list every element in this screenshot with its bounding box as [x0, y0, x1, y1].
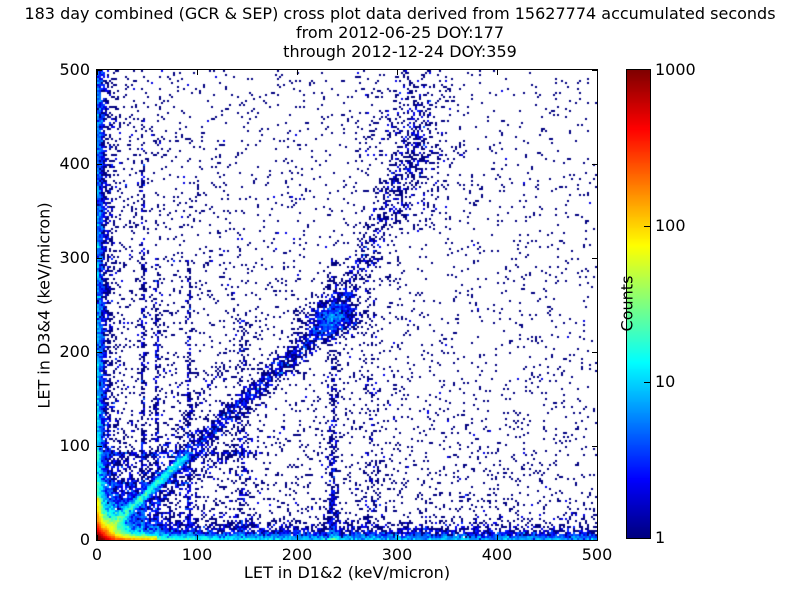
- chart-title: 183 day combined (GCR & SEP) cross plot …: [0, 4, 800, 61]
- x-tick-label: 500: [581, 545, 613, 564]
- y-tick-label: 100: [59, 436, 90, 455]
- y-tick-label: 200: [59, 342, 90, 361]
- y-tick-label: 500: [59, 60, 90, 79]
- tick-mark: [592, 352, 597, 353]
- tick-mark: [297, 535, 298, 540]
- colorbar-tick-label: 10: [655, 372, 676, 391]
- colorbar-gradient: [627, 70, 650, 538]
- x-tick-label: 400: [481, 545, 513, 564]
- tick-mark: [592, 446, 597, 447]
- x-tick-label: 300: [381, 545, 413, 564]
- colorbar-tick-label: 100: [655, 216, 686, 235]
- tick-mark: [397, 70, 398, 75]
- colorbar-label: Counts: [617, 275, 637, 332]
- tick-mark: [97, 352, 102, 353]
- tick-mark: [97, 540, 102, 541]
- tick-mark: [197, 70, 198, 75]
- colorbar-tick-label: 1000: [655, 60, 696, 79]
- x-axis-label: LET in D1&2 (keV/micron): [243, 563, 451, 582]
- tick-mark: [592, 258, 597, 259]
- tick-mark: [97, 258, 102, 259]
- tick-mark: [397, 535, 398, 540]
- y-tick-label: 400: [59, 154, 90, 173]
- tick-mark: [97, 535, 98, 540]
- tick-mark: [497, 70, 498, 75]
- tick-mark: [197, 535, 198, 540]
- tick-mark: [592, 70, 597, 71]
- tick-mark: [592, 164, 597, 165]
- x-tick-label: 0: [91, 545, 103, 564]
- chart-title-line3: through 2012-12-24 DOY:359: [283, 42, 517, 61]
- chart-title-line2: from 2012-06-25 DOY:177: [295, 23, 504, 42]
- colorbar-tick-mark: [644, 382, 650, 383]
- tick-mark: [97, 70, 98, 75]
- x-tick-label: 200: [281, 545, 313, 564]
- y-tick-label: 0: [79, 530, 90, 549]
- tick-mark: [592, 540, 597, 541]
- x-tick-label: 100: [181, 545, 213, 564]
- colorbar-tick-label: 1: [655, 528, 666, 547]
- tick-mark: [497, 535, 498, 540]
- y-tick-label: 300: [59, 248, 90, 267]
- tick-mark: [97, 446, 102, 447]
- let-crossplot-canvas: [97, 70, 597, 540]
- y-axis-label: LET in D3&4 (keV/micron): [34, 202, 54, 409]
- tick-mark: [297, 70, 298, 75]
- tick-mark: [597, 535, 598, 540]
- tick-mark: [597, 70, 598, 75]
- tick-mark: [97, 164, 102, 165]
- chart-title-line1: 183 day combined (GCR & SEP) cross plot …: [24, 4, 776, 23]
- colorbar-tick-mark: [644, 226, 650, 227]
- tick-mark: [97, 70, 102, 71]
